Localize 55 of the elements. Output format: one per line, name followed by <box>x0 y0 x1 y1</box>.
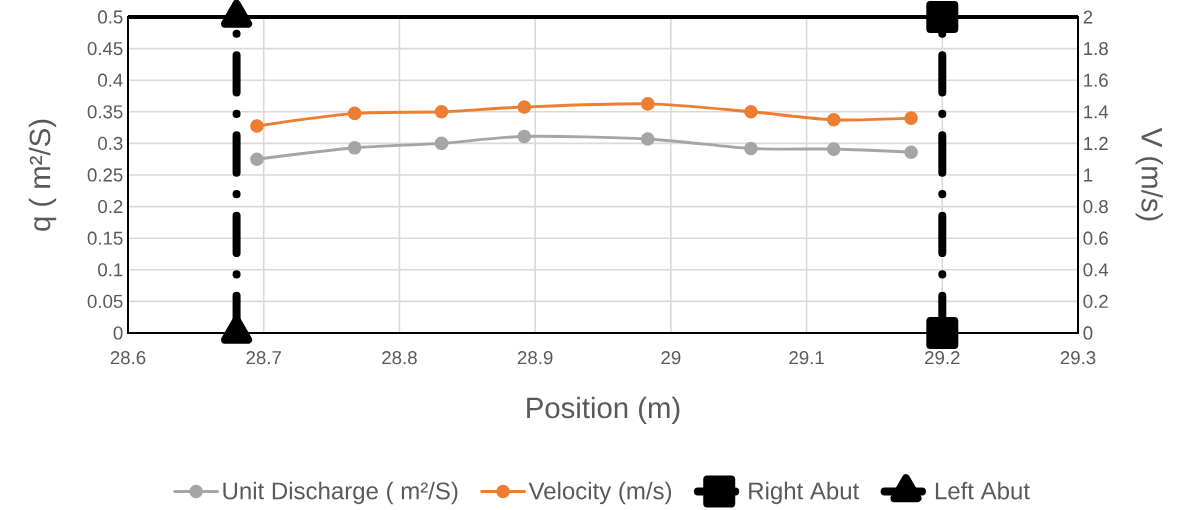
y2-tick-label: 1.4 <box>1084 105 1109 119</box>
point <box>517 100 532 114</box>
y-tick-label: 0.4 <box>98 73 123 87</box>
y2-tick-label: 0 <box>1083 326 1093 340</box>
legend-label: Right Abut <box>749 481 860 505</box>
point <box>904 111 918 125</box>
legend-label: Velocity (m/s) <box>528 481 672 505</box>
point <box>347 106 362 121</box>
y2-tick-label: 1.6 <box>1084 73 1108 87</box>
x-tick-label: 28.8 <box>382 351 417 365</box>
y-tick-label: 0 <box>113 326 123 340</box>
legend-label: Left Abut <box>935 481 1030 500</box>
y2-tick-label: 0.4 <box>1083 263 1109 277</box>
y-tick-label: 0.3 <box>98 136 123 151</box>
point <box>640 132 655 146</box>
y2-tick-label: 1 <box>1084 168 1093 182</box>
y2-axis-title: V (m/s) <box>1135 127 1163 221</box>
y2-tick-label: 0.8 <box>1083 199 1108 214</box>
point <box>826 112 841 127</box>
x-axis-title: Position (m) <box>527 396 680 425</box>
point <box>904 145 918 160</box>
point <box>826 142 841 156</box>
y-tick-label: 0.35 <box>87 105 123 119</box>
x-tick-label: 29.1 <box>789 351 824 365</box>
y-tick-label: 0.05 <box>87 294 123 309</box>
point <box>640 97 655 111</box>
y-tick-label: 0.45 <box>87 41 123 56</box>
y-axis-title: q ( m²/S) <box>28 119 57 231</box>
x-tick-label: 28.7 <box>246 351 281 365</box>
y-tick-label: 0.2 <box>98 199 123 214</box>
point <box>926 317 959 349</box>
y-tick-label: 0.15 <box>87 231 123 245</box>
point <box>250 119 264 133</box>
point <box>434 104 449 119</box>
x-tick-label: 29.3 <box>1060 351 1096 365</box>
point <box>744 104 758 119</box>
point <box>744 141 758 156</box>
y2-tick-label: 2 <box>1083 10 1093 24</box>
y-tick-label: 0.25 <box>87 168 123 182</box>
x-tick-label: 29 <box>661 351 681 365</box>
x-tick-label: 28.6 <box>110 351 146 365</box>
point <box>517 129 532 144</box>
y-tick-label: 0.1 <box>98 263 123 277</box>
point <box>434 136 449 151</box>
point <box>250 152 264 166</box>
legend-label: Unit Discharge ( m²/S) <box>223 481 458 505</box>
point <box>926 0 959 33</box>
point <box>347 141 362 155</box>
y2-tick-label: 1.2 <box>1084 136 1108 150</box>
x-tick-label: 29.2 <box>925 351 960 365</box>
y-tick-label: 0.5 <box>98 10 123 24</box>
y2-tick-label: 0.6 <box>1083 231 1108 245</box>
y2-tick-label: 1.8 <box>1084 41 1108 56</box>
y2-tick-label: 0.2 <box>1083 294 1108 309</box>
x-tick-label: 28.9 <box>517 351 553 365</box>
